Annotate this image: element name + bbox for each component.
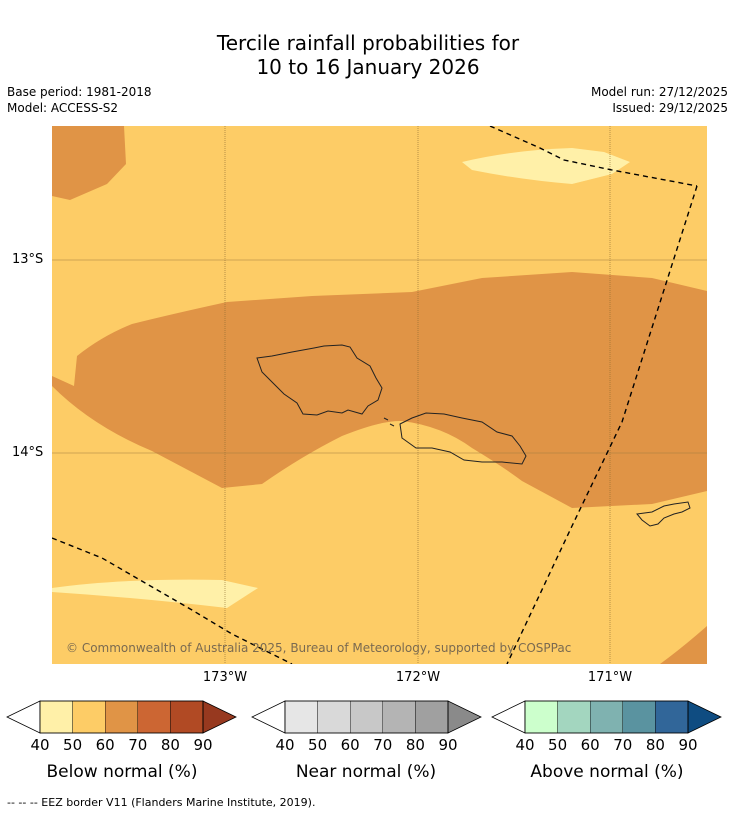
- parallels: [52, 259, 707, 454]
- colorbar-near: [251, 700, 482, 734]
- model-run: Model run: 27/12/2025: [590, 85, 728, 99]
- lat-label-14s: 14°S: [12, 445, 44, 460]
- below-normal-label: Below normal (%): [46, 762, 198, 782]
- eez-footnote: -- -- -- EEZ border V11 (Flanders Marine…: [7, 796, 316, 809]
- issued-date: Issued: 29/12/2025: [612, 101, 728, 115]
- colorbar-above-tick-90: 90: [678, 736, 698, 754]
- island-upolu: [399, 412, 527, 465]
- lon-label-173w: 173°W: [202, 670, 248, 685]
- eez-border-south: [52, 537, 293, 664]
- colorbar-below-outline: [39, 700, 204, 734]
- colorbar-near-outline: [284, 700, 449, 734]
- near-normal-label: Near normal (%): [295, 762, 437, 782]
- colorbar-below-under-arrow: [6, 700, 41, 734]
- region-below-40-50-south: [52, 579, 258, 608]
- colorbar-below-bin-3: [104, 700, 138, 734]
- title-line-1: Tercile rainfall probabilities for: [216, 31, 520, 55]
- base-period: Base period: 1981-2018: [7, 85, 152, 99]
- colorbar-above-tick-40: 40: [515, 736, 535, 754]
- region-below-60-70-northwest: [52, 126, 126, 200]
- lat-label-13s: 13°S: [12, 252, 44, 267]
- island-savaii: [256, 344, 383, 416]
- colorbar-below-tick-90: 90: [193, 736, 213, 754]
- eez-border-north: [489, 126, 698, 187]
- map-title: Tercile rainfall probabilities for 10 to…: [0, 31, 736, 79]
- colorbar-near-bin-5: [415, 700, 449, 734]
- meta-left: Base period: 1981-2018 Model: ACCESS-S2: [7, 84, 152, 116]
- colorbar-below-bin-4: [137, 700, 171, 734]
- colorbar-below-tick-80: 80: [160, 736, 180, 754]
- colorbar-above-bin-1: [524, 700, 558, 734]
- colorbar-near-bin-1: [284, 700, 318, 734]
- colorbar-above-tick-80: 80: [645, 736, 665, 754]
- colorbar-above: [491, 700, 722, 734]
- colorbar-above-over-arrow: [687, 700, 722, 734]
- map-panel: [52, 126, 707, 664]
- colorbar-near-bin-4: [382, 700, 416, 734]
- colorbar-below-tick-50: 50: [63, 736, 83, 754]
- colorbar-above-tick-50: 50: [548, 736, 568, 754]
- island-tutuila: [636, 501, 691, 527]
- colorbar-below-tick-70: 70: [128, 736, 148, 754]
- graticule: [224, 126, 611, 664]
- colorbar-above-outline: [524, 700, 689, 734]
- colorbar-near-tick-80: 80: [405, 736, 425, 754]
- colorbar-above-bin-2: [557, 700, 591, 734]
- colorbar-below-bin-1: [39, 700, 73, 734]
- colorbar-below-tick-60: 60: [95, 736, 115, 754]
- colorbar-above-tick-60: 60: [580, 736, 600, 754]
- colorbar-below: [6, 700, 237, 734]
- colorbar-near-tick-60: 60: [340, 736, 360, 754]
- colorbar-below-bin-2: [72, 700, 106, 734]
- colorbar-near-tick-90: 90: [438, 736, 458, 754]
- region-below-60-70-central: [52, 272, 707, 508]
- region-below-60-70-southeast: [660, 626, 707, 664]
- colorbar-below-bin-5: [170, 700, 204, 734]
- colorbar-above-under-arrow: [491, 700, 526, 734]
- map-canvas: [52, 126, 707, 664]
- title-line-2: 10 to 16 January 2026: [256, 55, 480, 79]
- colorbar-above-bin-3: [590, 700, 624, 734]
- colorbar-near-tick-40: 40: [275, 736, 295, 754]
- copyright-notice: © Commonwealth of Australia 2025, Bureau…: [66, 641, 572, 655]
- lon-label-171w: 171°W: [587, 670, 633, 685]
- colorbar-near-over-arrow: [447, 700, 482, 734]
- colorbar-above-bin-4: [622, 700, 656, 734]
- colorbar-near-bin-3: [350, 700, 384, 734]
- colorbar-near-tick-70: 70: [373, 736, 393, 754]
- lon-label-172w: 172°W: [395, 670, 441, 685]
- colorbar-above-tick-70: 70: [613, 736, 633, 754]
- colorbars: [6, 700, 722, 734]
- colorbar-near-under-arrow: [251, 700, 286, 734]
- colorbar-near-bin-2: [317, 700, 351, 734]
- colorbar-above-bin-5: [655, 700, 689, 734]
- colorbar-below-tick-40: 40: [30, 736, 50, 754]
- colorbar-below-over-arrow: [202, 700, 237, 734]
- model-name: Model: ACCESS-S2: [7, 101, 119, 115]
- region-below-40-50-north: [462, 148, 630, 184]
- meta-right: Model run: 27/12/2025 Issued: 29/12/2025: [591, 84, 728, 116]
- above-normal-label: Above normal (%): [530, 762, 684, 782]
- island-small-manono: [383, 417, 395, 427]
- colorbar-near-tick-50: 50: [308, 736, 328, 754]
- eez-borders: [52, 126, 698, 664]
